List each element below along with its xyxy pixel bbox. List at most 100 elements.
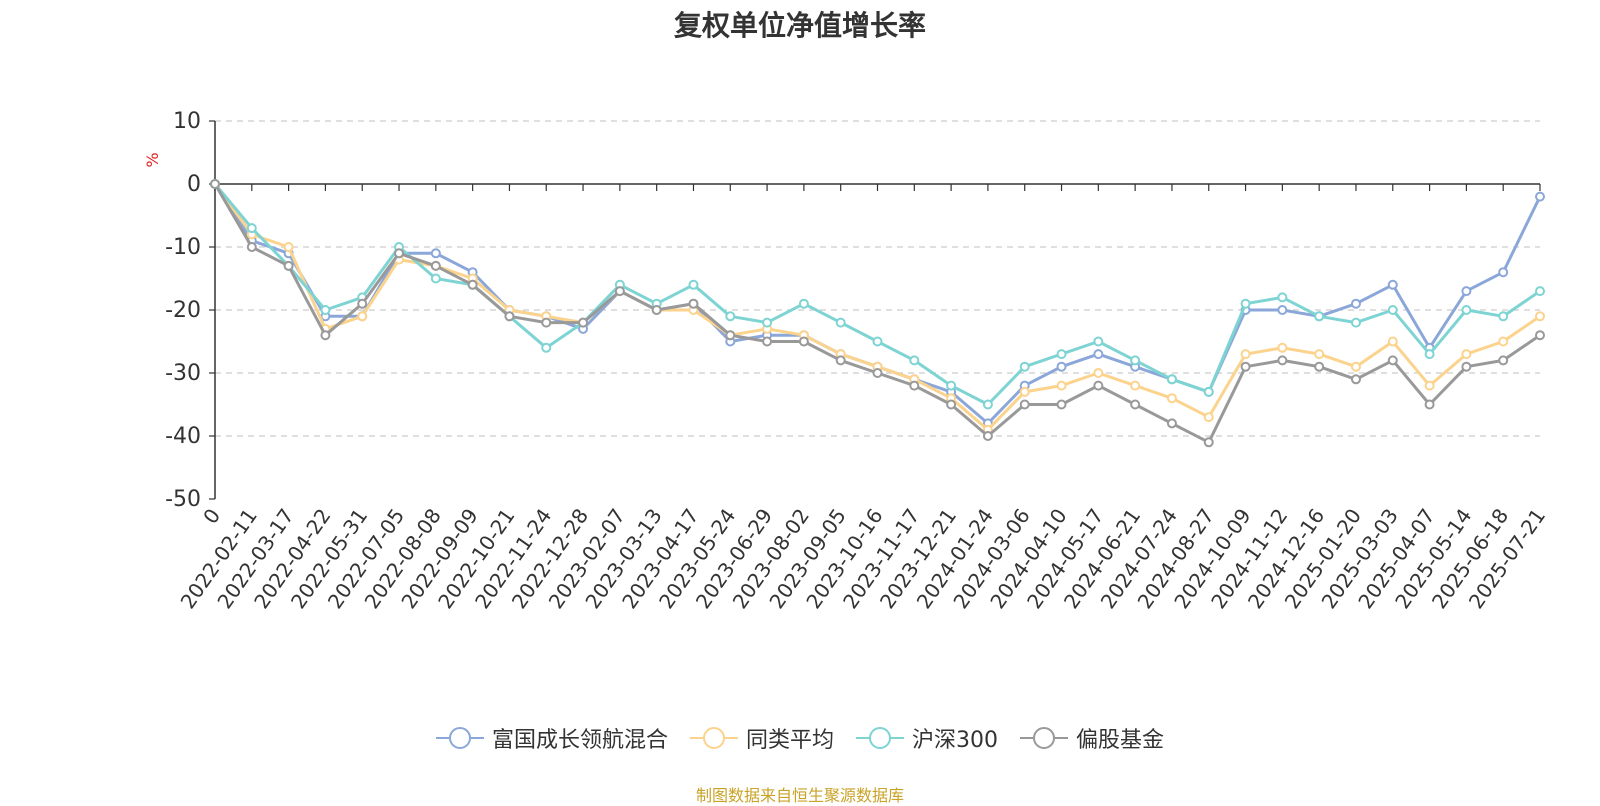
data-point [1130,399,1141,410]
legend-label: 沪深300 [912,728,998,753]
data-point [1240,298,1251,309]
data-point [982,399,993,410]
legend-item[interactable]: 沪深300 [856,722,998,754]
legend-item[interactable]: 富国成长领航混合 [435,722,668,754]
data-point [541,342,552,353]
data-point [430,260,441,271]
data-point [909,355,920,366]
data-point [246,223,257,234]
data-point [982,431,993,441]
data-point [1498,336,1509,347]
legend-label: 富国成长领航混合 [491,728,668,753]
data-point [357,298,368,309]
series-line [213,183,1541,432]
grid-lines [215,120,1540,437]
data-point [1277,342,1288,353]
data-point [1056,399,1067,410]
y-tick-label: -40 [165,424,201,449]
data-point [835,317,846,328]
y-axis-label: % [143,152,162,167]
legend-item[interactable]: 偏股基金 [1020,722,1164,754]
legend-symbol-icon [689,727,738,749]
data-point [578,317,589,328]
y-tick-label: -20 [165,298,201,323]
data-point [1277,305,1288,315]
data-point [1056,349,1067,360]
data-point [1166,418,1177,429]
y-tick-label: 10 [173,109,201,134]
legend-symbol-icon [435,727,484,749]
data-point [1019,399,1030,410]
data-point [1093,336,1104,347]
data-point [1093,349,1104,360]
data-point [210,179,220,189]
data-point [1277,355,1288,366]
series-lines [210,179,1545,448]
data-point [1240,349,1251,360]
data-point [798,336,809,347]
series-line [213,183,1542,425]
data-point [946,399,957,410]
data-point [1498,267,1509,278]
data-point [1461,349,1472,360]
data-point [762,317,773,328]
source-footnote: 制图数据来自恒生聚源数据库 [695,786,904,805]
data-point [1461,305,1472,315]
data-point [651,305,662,315]
data-point [283,242,294,252]
data-point [1240,361,1251,372]
legend-label: 同类平均 [745,728,834,753]
data-point [1424,399,1435,410]
data-point [835,355,846,366]
data-point [872,368,883,378]
data-point [1498,311,1509,322]
data-point [1535,311,1545,322]
legend-label: 偏股基金 [1076,728,1165,753]
data-point [1130,380,1141,391]
data-point [1093,368,1104,378]
data-point [1387,279,1398,290]
legend-symbol-icon [1020,727,1068,749]
x-tick-label: 0 [198,504,225,528]
data-point [357,311,368,322]
data-point [320,330,331,341]
data-point [688,279,699,290]
data-point [1130,355,1141,366]
data-point [1387,336,1398,347]
data-point [1350,317,1361,328]
data-point [1461,361,1472,372]
y-tick-label: 0 [187,172,201,197]
data-point [283,260,294,271]
data-point [1277,292,1288,303]
data-point [1424,380,1435,391]
data-point [1166,393,1177,404]
data-point [1203,386,1214,397]
data-point [1535,191,1545,202]
data-point [1350,361,1361,372]
chart-title: 复权单位净值增长率 [673,9,926,42]
y-tick-label: -50 [165,487,201,512]
y-tick-label: -10 [165,235,201,260]
data-point [946,380,957,391]
legend-item[interactable]: 同类平均 [689,722,834,754]
data-point [614,286,625,297]
data-point [1387,305,1398,315]
data-point [1056,380,1067,391]
data-point [1019,386,1030,397]
data-point [1350,298,1361,309]
data-point [541,317,552,328]
data-point [798,298,809,309]
data-point [1166,374,1177,385]
data-point [872,336,883,347]
data-point [504,311,515,322]
data-point [1314,349,1325,360]
data-point [394,248,405,259]
data-point [1203,412,1214,423]
data-point [430,248,441,259]
series-line [213,183,1541,444]
data-point [1387,355,1398,366]
data-point [1498,355,1509,366]
y-tick-label: -30 [165,361,201,386]
data-point [1424,349,1435,360]
